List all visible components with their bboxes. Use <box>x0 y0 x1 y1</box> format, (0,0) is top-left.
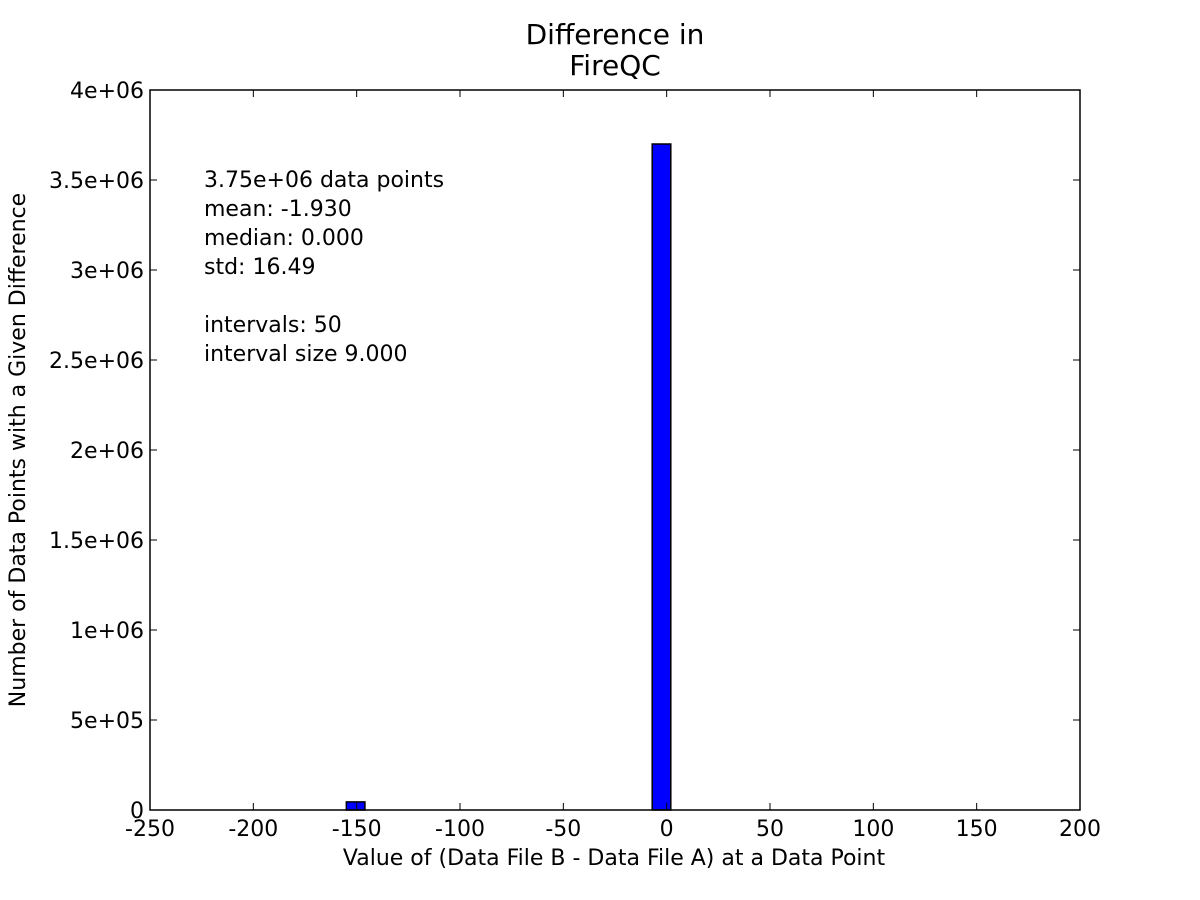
bars <box>345 143 672 811</box>
x-tick-label: -100 <box>435 817 485 842</box>
y-tick-label: 2e+06 <box>70 439 144 464</box>
x-tick-label: 50 <box>756 817 784 842</box>
chart-title-line: Difference in <box>526 18 705 51</box>
histogram-bar <box>345 801 366 811</box>
x-tick-label: 200 <box>1059 817 1101 842</box>
y-tick-label: 3.5e+06 <box>49 169 144 194</box>
y-tick-label: 1e+06 <box>70 619 144 644</box>
y-tick-label: 5e+05 <box>70 709 144 734</box>
stats-annotation-line: mean: -1.930 <box>204 197 352 222</box>
x-tick-label: 150 <box>956 817 998 842</box>
y-tick-label: 2.5e+06 <box>49 349 144 374</box>
x-tick-label: 100 <box>852 817 894 842</box>
x-tick-label: -250 <box>125 817 175 842</box>
stats-annotation-line: interval size 9.000 <box>204 342 408 367</box>
y-axis-label: Number of Data Points with a Given Diffe… <box>6 193 31 707</box>
y-tick-label: 3e+06 <box>70 259 144 284</box>
x-tick-label: -50 <box>545 817 581 842</box>
x-axis-label: Value of (Data File B - Data File A) at … <box>343 846 886 871</box>
x-axis-ticks: -250 -200 -150 -100 -50 0 50 100 150 200 <box>125 90 1101 842</box>
x-tick-label: 0 <box>660 817 674 842</box>
stats-annotation-line: std: 16.49 <box>204 255 315 280</box>
x-tick-label: -200 <box>228 817 278 842</box>
histogram-bar <box>651 143 672 811</box>
x-tick-label: -150 <box>332 817 382 842</box>
stats-annotation-line: 3.75e+06 data points <box>204 168 444 193</box>
y-axis-ticks: 0 5e+05 1e+06 1.5e+06 2e+06 2.5e+06 3e+06 3.5e+… <box>49 79 1080 824</box>
y-tick-label: 0 <box>130 799 144 824</box>
stats-annotation: 3.75e+06 data points mean: -1.930 median: … <box>204 168 444 367</box>
chart-title-line: FireQC <box>569 49 661 82</box>
y-tick-label: 1.5e+06 <box>49 529 144 554</box>
stats-annotation-line: median: 0.000 <box>204 226 364 251</box>
y-tick-label: 4e+06 <box>70 79 144 104</box>
stats-annotation-line: intervals: 50 <box>204 313 342 338</box>
